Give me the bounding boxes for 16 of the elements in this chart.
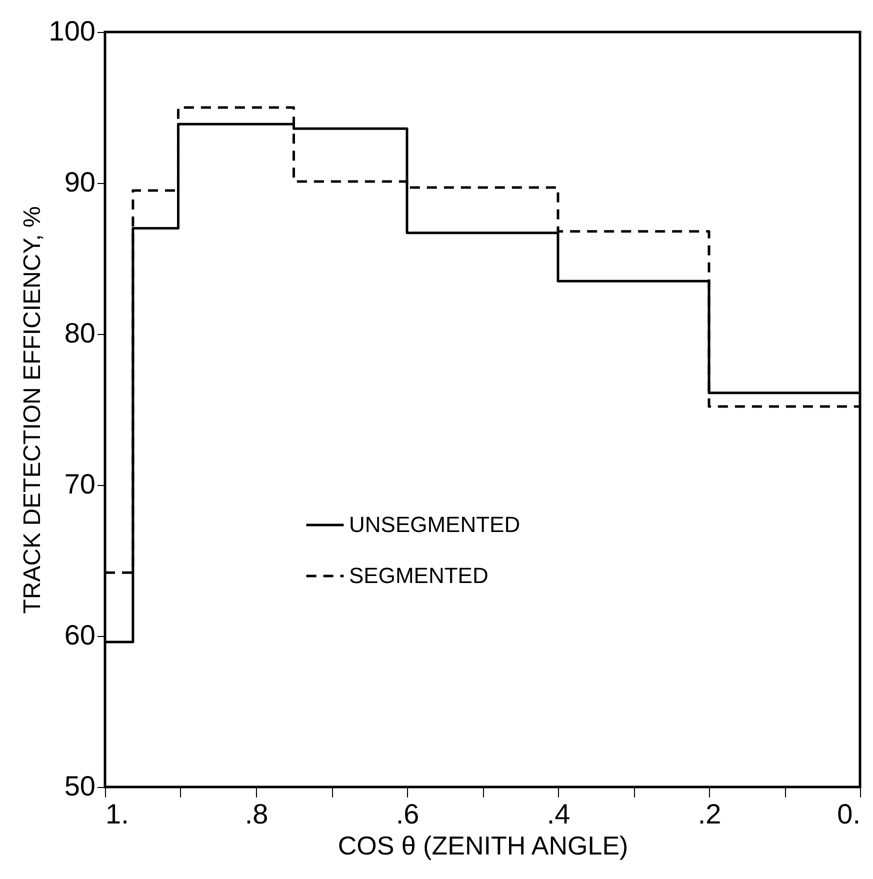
x-tick-label: 1. xyxy=(106,798,129,830)
x-tick-label: .4 xyxy=(546,798,570,830)
y-tick-label: 90 xyxy=(64,166,96,198)
x-tick-label: .2 xyxy=(698,798,722,830)
legend-label: UNSEGMENTED xyxy=(349,512,520,537)
y-axis-title: TRACK DETECTION EFFICIENCY, % xyxy=(18,206,46,614)
y-tick-label: 100 xyxy=(48,16,96,46)
x-tick-label: .8 xyxy=(244,798,268,830)
legend-label: SEGMENTED xyxy=(349,563,488,588)
y-tick-label: 50 xyxy=(64,770,96,802)
y-tick-label: 60 xyxy=(64,620,96,650)
y-tick-label: 70 xyxy=(64,468,96,500)
x-tick-label: 0. xyxy=(837,798,860,830)
y-tick-label: 80 xyxy=(64,318,96,348)
x-axis-title: COS θ (ZENITH ANGLE) xyxy=(338,830,628,860)
x-tick-label: .6 xyxy=(396,798,420,830)
